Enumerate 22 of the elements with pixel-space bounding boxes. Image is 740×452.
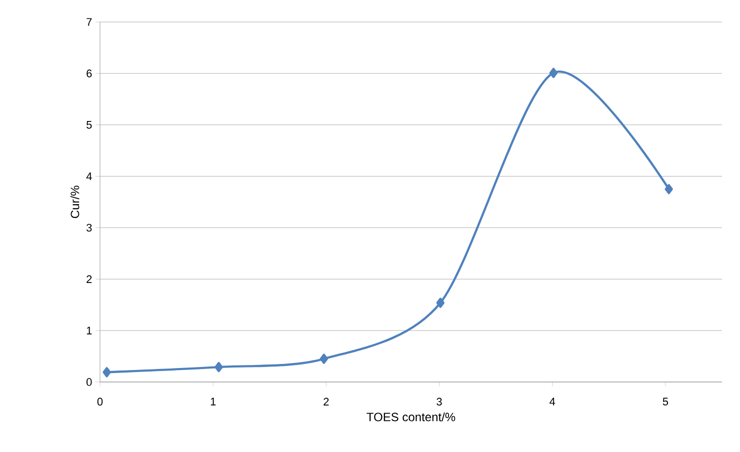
x-axis-title: TOES content/%: [366, 412, 456, 422]
y-tick-label: 3: [86, 224, 92, 232]
y-tick-label: 2: [86, 275, 92, 283]
y-tick-label: 7: [86, 18, 92, 26]
x-tick-label: 4: [550, 398, 556, 406]
y-tick-label: 0: [86, 378, 92, 386]
y-tick-label: 1: [86, 326, 92, 334]
x-tick-label: 1: [210, 398, 216, 406]
x-tick-label: 5: [662, 398, 668, 406]
y-tick-label: 4: [86, 172, 92, 180]
point: [320, 354, 328, 364]
point: [664, 184, 673, 194]
x-tick-label: 2: [324, 398, 329, 406]
y-axis-title: Cur/%: [70, 186, 80, 218]
point: [549, 68, 558, 78]
point: [436, 298, 444, 308]
y-tick-label: 5: [86, 121, 92, 129]
point: [214, 362, 223, 372]
x-tick-label: 3: [436, 398, 442, 406]
y-tick-label: 6: [86, 70, 92, 78]
x-tick-label: 0: [97, 398, 103, 406]
point: [102, 367, 111, 378]
